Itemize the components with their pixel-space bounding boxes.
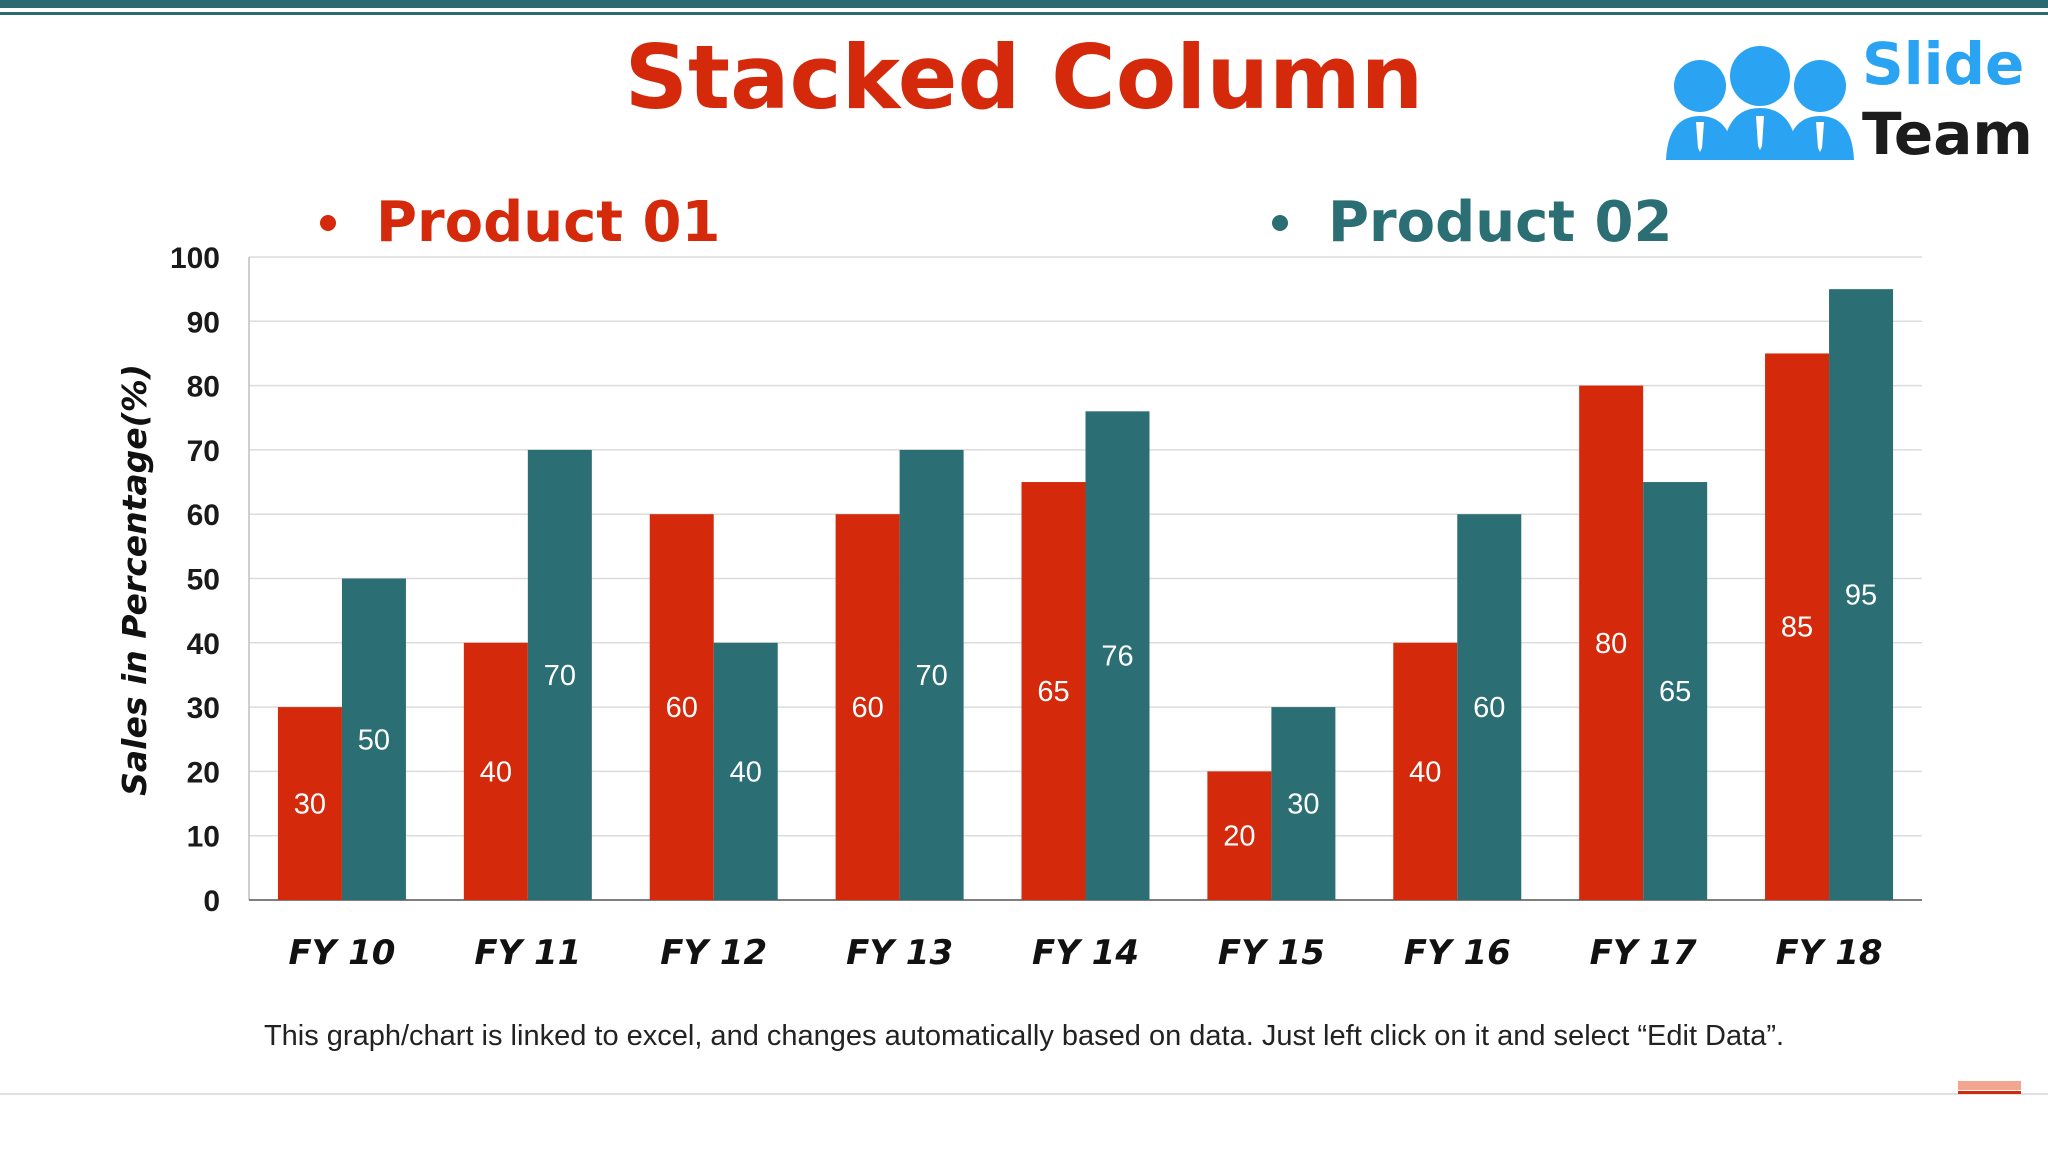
y-tick-label: 70 xyxy=(187,435,220,468)
data-label: 65 xyxy=(1659,676,1691,708)
column-chart: 0 10 20 30 40 50 60 70 80 90 100 Sales in Percentag… xyxy=(115,190,1922,973)
logo-text-slide: Slide xyxy=(1862,30,2025,98)
bar-product02 xyxy=(1643,482,1708,900)
bar-product02 xyxy=(713,642,778,900)
data-label: 65 xyxy=(1037,676,1069,708)
bar-product01 xyxy=(463,642,528,900)
data-label: 60 xyxy=(851,692,883,724)
y-axis-title: Sales in Percentage(%) xyxy=(115,364,154,796)
bottom-divider xyxy=(0,1093,2048,1095)
y-tick-label: 10 xyxy=(187,821,220,854)
legend-bullet-product02 xyxy=(1272,215,1288,231)
bar-product02 xyxy=(1271,707,1336,900)
data-label: 70 xyxy=(544,660,576,692)
data-label: 40 xyxy=(730,756,762,788)
bar-product02 xyxy=(899,449,964,900)
y-tick-label: 20 xyxy=(187,756,220,789)
data-label: 95 xyxy=(1845,580,1877,612)
data-label: 85 xyxy=(1781,612,1813,644)
bar-product01 xyxy=(1021,482,1086,900)
x-tick-label: FY 17 xyxy=(1590,933,1697,973)
y-tick-label: 30 xyxy=(187,692,220,725)
data-label: 70 xyxy=(915,660,947,692)
x-tick-label: FY 10 xyxy=(288,933,395,973)
bar-product02 xyxy=(341,578,406,900)
slideteam-logo-icon xyxy=(1666,46,1854,160)
bar-product01 xyxy=(1393,642,1458,900)
x-tick-label: FY 12 xyxy=(660,933,767,973)
y-tick-label: 100 xyxy=(170,242,220,275)
bar-product01 xyxy=(277,707,342,900)
data-label: 30 xyxy=(294,789,326,821)
slide-title: Stacked Column xyxy=(624,26,1424,129)
x-tick-label: FY 11 xyxy=(474,933,581,973)
x-tick-label: FY 18 xyxy=(1776,933,1883,973)
top-accent-line xyxy=(0,12,2048,15)
bottom-accent-mark-line xyxy=(1958,1091,2021,1094)
data-label: 40 xyxy=(1409,756,1441,788)
y-tick-label: 50 xyxy=(187,564,220,597)
bar-product01 xyxy=(1579,385,1644,901)
bar-product01 xyxy=(1207,771,1272,900)
data-label: 60 xyxy=(1473,692,1505,724)
bar-product02 xyxy=(527,449,592,900)
bar-product02 xyxy=(1457,514,1522,900)
data-label: 20 xyxy=(1223,821,1255,853)
top-accent-bar xyxy=(0,0,2048,8)
data-label: 60 xyxy=(666,692,698,724)
footnote-text: This graph/chart is linked to excel, and… xyxy=(263,1020,1785,1052)
legend-label-product02: Product 02 xyxy=(1328,190,1672,255)
data-label: 80 xyxy=(1595,628,1627,660)
data-label: 40 xyxy=(480,756,512,788)
y-tick-label: 80 xyxy=(187,371,220,404)
y-tick-label: 40 xyxy=(187,628,220,661)
data-label: 50 xyxy=(358,724,390,756)
bottom-accent-mark xyxy=(1958,1081,2021,1090)
y-tick-label: 90 xyxy=(187,306,220,339)
legend-label-product01: Product 01 xyxy=(376,190,720,255)
bar-product02 xyxy=(1085,411,1150,900)
legend-bullet-product01 xyxy=(320,215,336,231)
data-label: 76 xyxy=(1101,641,1133,673)
bar-product01 xyxy=(649,514,714,900)
x-tick-label: FY 15 xyxy=(1218,933,1325,973)
data-label: 30 xyxy=(1287,789,1319,821)
x-tick-label: FY 16 xyxy=(1404,933,1511,973)
logo-text-team: Team xyxy=(1862,100,2033,168)
bar-product01 xyxy=(835,514,900,900)
x-tick-label: FY 14 xyxy=(1032,933,1139,973)
y-tick-label: 0 xyxy=(203,885,220,918)
x-tick-label: FY 13 xyxy=(846,933,953,973)
bar-product02 xyxy=(1829,289,1894,900)
bar-product01 xyxy=(1765,353,1830,900)
y-tick-label: 60 xyxy=(187,499,220,532)
